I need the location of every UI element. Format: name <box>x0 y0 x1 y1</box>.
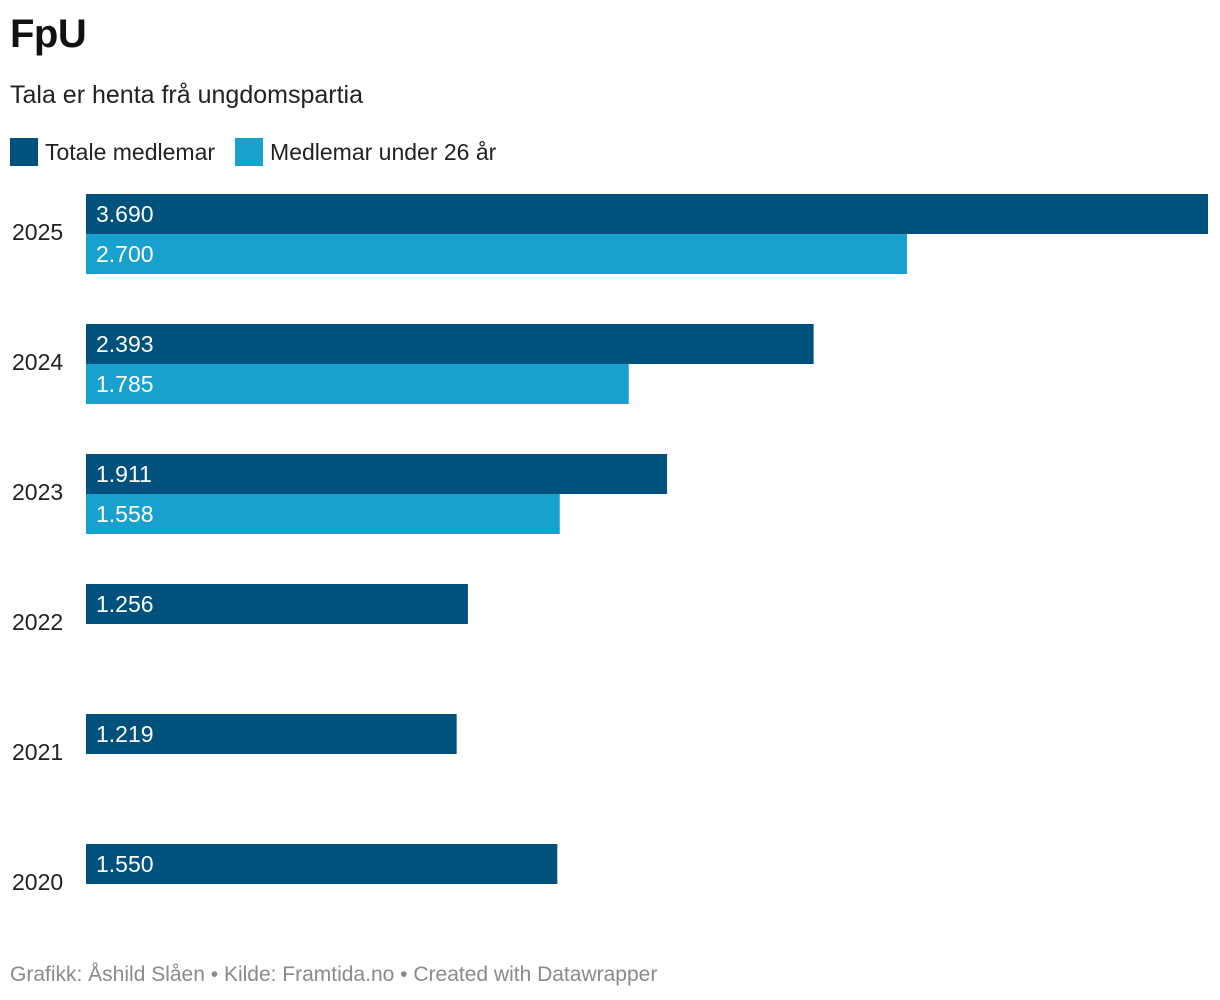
bar-under-26 <box>86 234 907 274</box>
category-label: 2023 <box>12 479 63 505</box>
category-label: 2025 <box>12 219 63 245</box>
legend-swatch-total <box>10 138 38 166</box>
chart-subtitle: Tala er henta frå ungdomspartia <box>10 81 363 109</box>
bar-total <box>86 844 558 884</box>
bar-value-label: 3.690 <box>96 201 154 227</box>
bar-value-label: 1.911 <box>96 461 152 487</box>
category-label: 2022 <box>12 609 63 635</box>
bar-value-label: 1.785 <box>96 371 154 397</box>
chart-title: FpU <box>10 12 87 56</box>
chart-legend: Totale medlemar Medlemar under 26 år <box>10 138 496 166</box>
bar-total <box>86 714 457 754</box>
bar-value-label: 1.256 <box>96 591 154 617</box>
legend-swatch-under-26 <box>235 138 264 166</box>
bar-total <box>86 454 668 494</box>
legend-label-under-26: Medlemar under 26 år <box>270 138 497 165</box>
category-label: 2024 <box>12 349 63 375</box>
bar-total <box>86 324 814 364</box>
bar-total <box>86 584 468 624</box>
bar-under-26 <box>86 364 629 404</box>
bar-value-label: 1.550 <box>96 851 154 877</box>
bar-under-26 <box>86 494 560 534</box>
category-label: 2020 <box>12 869 63 895</box>
legend-label-total: Totale medlemar <box>45 138 216 165</box>
bar-chart: 2025 3.690 2.700 2024 2.393 1.785 2023 1.911 1.5… <box>12 194 1208 895</box>
footer-credit: Grafikk: Åshild Slåen • Kilde: Framtida.… <box>10 963 658 986</box>
legend-item-under-26: Medlemar under 26 år <box>235 138 496 166</box>
bar-value-label: 2.393 <box>96 331 154 357</box>
legend-item-total: Totale medlemar <box>10 138 215 166</box>
category-label: 2021 <box>12 739 63 765</box>
bar-value-label: 1.558 <box>96 501 154 527</box>
bar-value-label: 2.700 <box>96 241 154 267</box>
bar-total <box>86 194 1208 234</box>
bar-value-label: 1.219 <box>96 721 154 747</box>
